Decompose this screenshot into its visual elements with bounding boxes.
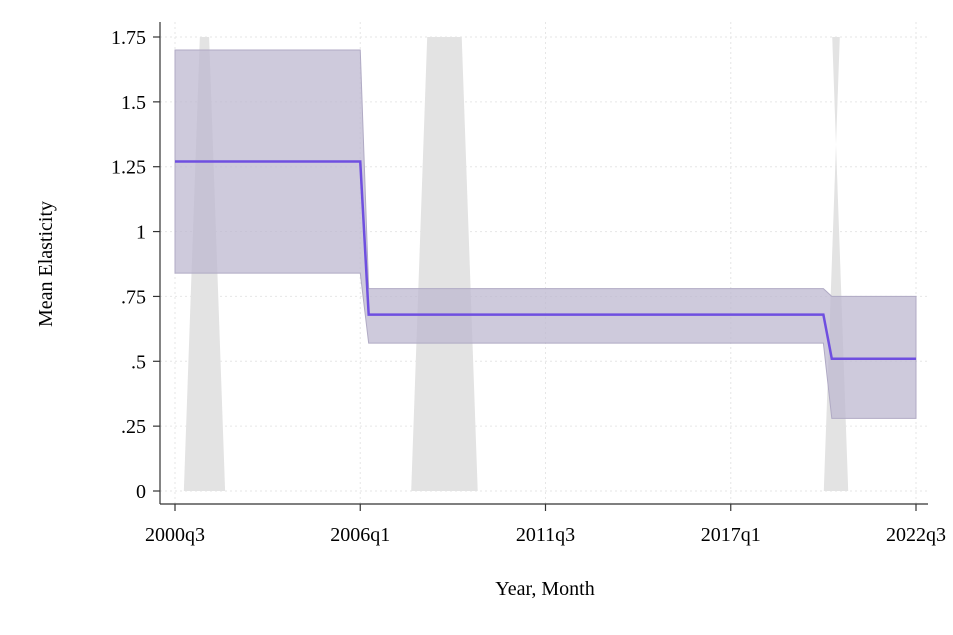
- x-tick-label: 2006q1: [330, 524, 390, 546]
- y-tick-label: 1: [136, 222, 146, 244]
- mean-elasticity-line: [175, 160, 916, 360]
- y-tick-label: 0: [136, 481, 146, 503]
- recession-band: [411, 37, 478, 491]
- x-axis-ticks: 2000q3 2006q1 2011q3 2017q1 2022q3: [145, 504, 946, 546]
- x-tick-label: 2017q1: [701, 524, 761, 546]
- y-tick-label: .25: [121, 416, 146, 438]
- y-tick-label: 1.75: [111, 27, 146, 49]
- y-tick-label: 1.5: [121, 92, 146, 114]
- y-tick-label: .75: [121, 286, 146, 308]
- recession-band: [823, 37, 849, 491]
- y-tick-label: .5: [131, 351, 146, 373]
- x-tick-label: 2011q3: [516, 524, 575, 546]
- y-tick-label: 1.25: [111, 157, 146, 179]
- x-tick-label: 2000q3: [145, 524, 205, 546]
- y-axis-ticks: 0 .25 .5 .75 1 1.25 1.5 1.75: [111, 27, 160, 503]
- y-axis-title: Mean Elasticity: [35, 201, 57, 327]
- confidence-band: [174, 49, 917, 419]
- x-tick-label: 2022q3: [886, 524, 946, 546]
- x-axis-title: Year, Month: [495, 578, 594, 600]
